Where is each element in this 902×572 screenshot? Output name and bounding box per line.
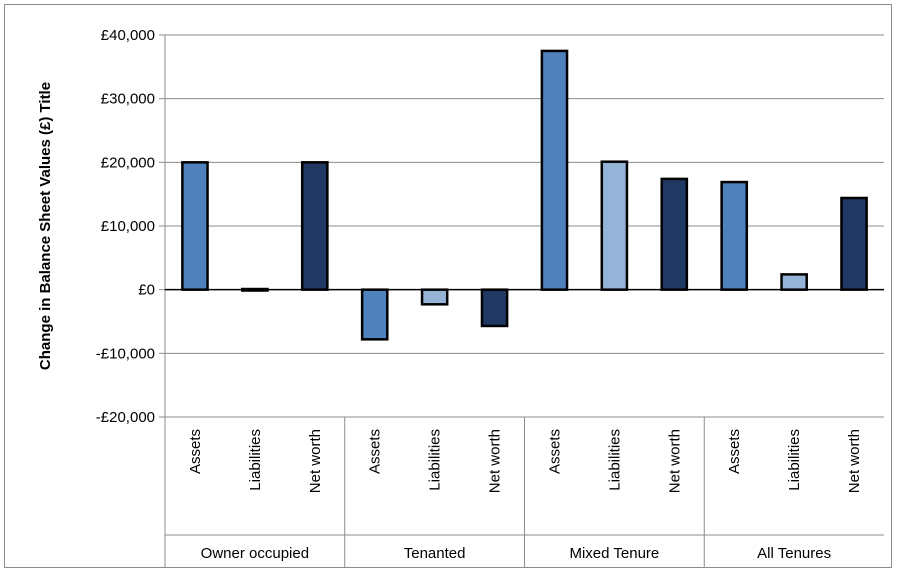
chart-frame: £40,000 £30,000 £20,000 £10,000 £0 -£10,000 -£… (4, 4, 892, 568)
y-axis-title: Change in Balance Sheet Values (£) Title (37, 82, 54, 370)
category-label: Net worth (487, 429, 504, 493)
bar-net-worth (840, 196, 868, 291)
bar-liabilities (420, 288, 449, 306)
category-label: Assets (726, 429, 743, 474)
y-tick-label: £40,000 (101, 27, 155, 44)
y-tick-label: £10,000 (101, 218, 155, 235)
bar-net-worth (660, 177, 689, 291)
category-label: Net worth (846, 429, 863, 493)
category-label: Net worth (307, 429, 324, 493)
group-label: Tenanted (404, 545, 466, 562)
category-label: Assets (187, 429, 204, 474)
bar-assets (720, 180, 749, 291)
category-label: Net worth (666, 429, 683, 493)
y-tick-label: £30,000 (101, 91, 155, 108)
y-tick-label: £20,000 (101, 154, 155, 171)
category-label: Liabilities (606, 429, 623, 491)
bar-net-worth (480, 288, 509, 328)
y-tick-label: £0 (138, 282, 155, 299)
category-label: Liabilities (786, 429, 803, 491)
group-label: All Tenures (757, 545, 831, 562)
bar-assets (540, 49, 569, 291)
category-label: Assets (546, 429, 563, 474)
bar-liabilities (780, 273, 808, 291)
bar-net-worth (300, 161, 329, 291)
bar-liabilities (600, 160, 629, 291)
y-tick-label: -£10,000 (96, 345, 155, 362)
category-label: Assets (367, 429, 384, 474)
bar-assets (360, 288, 389, 341)
bar-assets (181, 161, 209, 291)
y-tick-label: -£20,000 (96, 409, 155, 426)
balance-sheet-bar-chart: £40,000 £30,000 £20,000 £10,000 £0 -£10,000 -£… (37, 27, 884, 567)
group-label: Mixed Tenure (569, 545, 659, 562)
category-label: Liabilities (427, 429, 444, 491)
group-label: Owner occupied (201, 545, 309, 562)
category-label: Liabilities (247, 429, 264, 491)
